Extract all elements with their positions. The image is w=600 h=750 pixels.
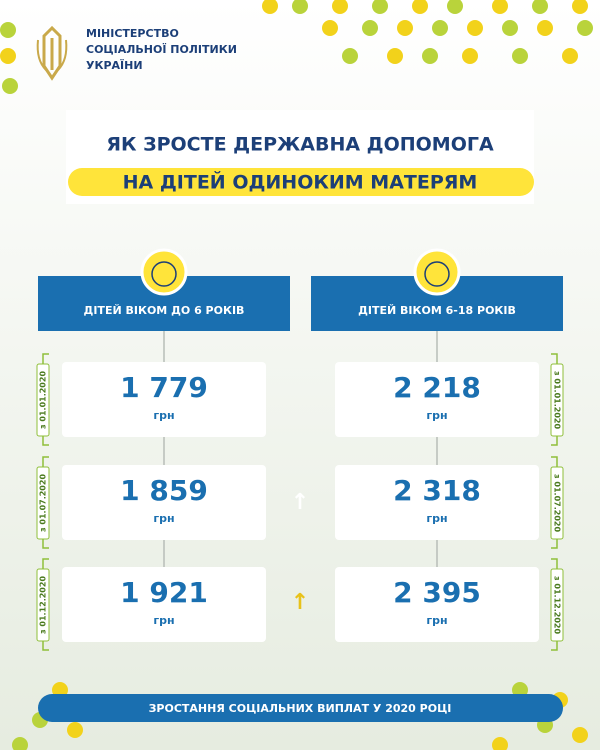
unit: грн [426,409,447,422]
amount: 2 318 [393,474,481,507]
date-bg [550,466,564,540]
date-bg [36,363,50,437]
dot [422,48,438,64]
dot [0,22,16,38]
amount: 1 921 [120,576,208,609]
child-icon [413,248,461,296]
date-bg [36,466,50,540]
unit: грн [153,614,174,627]
dot [462,48,478,64]
dot [372,0,388,14]
title-highlight [68,168,534,196]
dot [12,737,28,750]
amount-card [335,567,539,642]
dot [502,20,518,36]
dot [562,48,578,64]
dot [492,737,508,750]
dot [67,722,83,738]
dot [387,48,403,64]
dot [572,727,588,743]
dot [577,20,593,36]
dot [492,0,508,14]
date-bg [550,363,564,437]
dot [412,0,428,14]
logo [36,25,68,81]
dot [432,20,448,36]
column-heading: ДІТЕЙ ВІКОМ 6-18 РОКІВ [358,304,516,317]
date: з 01.12.2020 [39,576,48,634]
ministry-line: СОЦІАЛЬНОЇ ПОЛІТИКИ [86,42,237,56]
date: з 01.07.2020 [39,474,48,532]
amount-card [62,362,266,437]
amount: 1 859 [120,474,208,507]
dot [447,0,463,14]
title-line: НА ДІТЕЙ ОДИНОКИМ МАТЕРЯМ [123,171,478,194]
dot [362,20,378,36]
child-icon-face [424,261,450,287]
dot [572,0,588,14]
dot [342,48,358,64]
unit: грн [426,512,447,525]
dot [397,20,413,36]
footer-bar [38,694,563,722]
amount-card [62,567,266,642]
amount-card [335,362,539,437]
dot [537,20,553,36]
ministry-line: УКРАЇНИ [86,58,143,72]
dot [292,0,308,14]
ministry-line: МІНІСТЕРСТВО [86,27,179,40]
date: з 01.01.2020 [553,371,562,429]
date: з 01.12.2020 [553,576,562,634]
unit: грн [426,614,447,627]
amount: 1 779 [120,371,208,404]
child-icon-face [151,261,177,287]
dot [512,48,528,64]
arrow-up: ↑ [291,490,309,515]
arrow-up: ↑ [291,590,309,615]
dot [322,20,338,36]
dot [467,20,483,36]
date: з 01.01.2020 [39,371,48,429]
amount: 2 218 [393,371,481,404]
columns: ДІТЕЙ ВІКОМ ДО 6 РОКІВ 1 779 грн з 01.01.20… [36,248,564,651]
dot [2,78,18,94]
amount-card [335,465,539,540]
amount: 2 395 [393,576,481,609]
dot [532,0,548,14]
date-bg [36,568,50,642]
unit: грн [153,512,174,525]
column-heading: ДІТЕЙ ВІКОМ ДО 6 РОКІВ [84,304,245,317]
dot [0,48,16,64]
dot [332,0,348,14]
unit: грн [153,409,174,422]
dot [262,0,278,14]
date: з 01.07.2020 [553,474,562,532]
title-line: ЯК ЗРОСТЕ ДЕРЖАВНА ДОПОМОГА [106,134,494,156]
date-bg [550,568,564,642]
amount-card [62,465,266,540]
footer-text: ЗРОСТАННЯ СОЦІАЛЬНИХ ВИПЛАТ У 2020 РОЦІ [149,702,452,715]
child-icon [140,248,188,296]
